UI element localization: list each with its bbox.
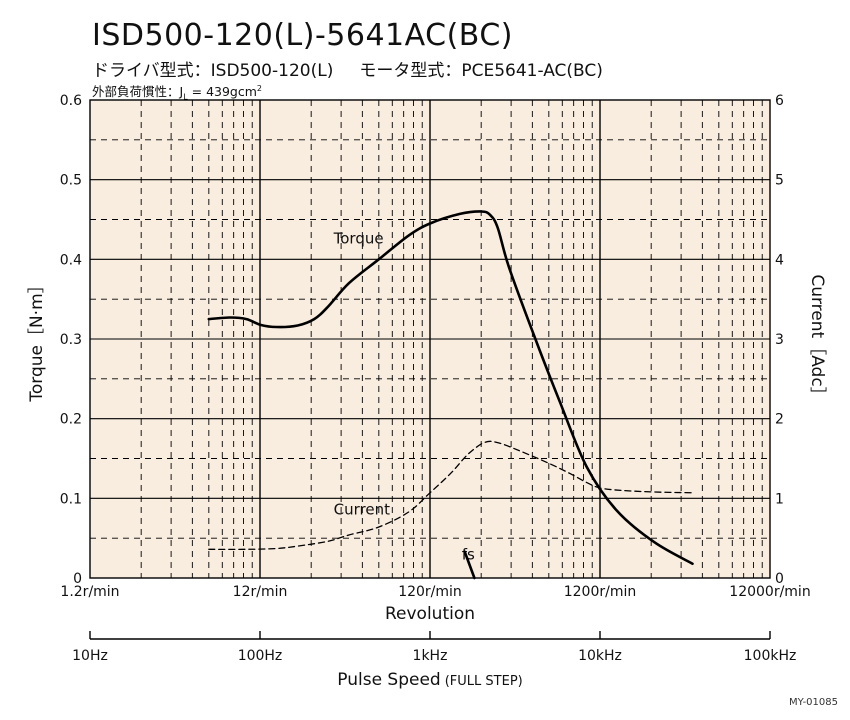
y2-tick-label: 6 (775, 93, 784, 109)
chart-subtitle: ドライバ型式：ISD500-120(L) モータ型式：PCE5641-AC(BC) (92, 56, 603, 81)
y-tick-label: 0.3 (60, 332, 82, 348)
y-tick-label: 0.4 (60, 252, 82, 268)
y-tick-label: 0 (73, 571, 82, 587)
y2-tick-label: 2 (775, 412, 784, 428)
x2-tick-label: 100kHz (744, 648, 797, 664)
grid-lines (90, 100, 770, 578)
annotation-fs: fs (462, 546, 475, 564)
y-tick-label: 0.2 (60, 412, 82, 428)
x-tick-label: 1200r/min (564, 584, 637, 600)
y2-tick-label: 5 (775, 173, 784, 189)
y2-tick-label: 1 (775, 491, 784, 507)
series-line-torque (207, 210, 694, 565)
y2-tick-label: 4 (775, 252, 784, 268)
load-inertia-label: 外部負荷慣性：JL = 439gcm2 (92, 81, 262, 102)
annotation-torque: Torque (333, 229, 384, 247)
x-tick-label: 12000r/min (729, 584, 810, 600)
y-tick-label: 0.5 (60, 173, 82, 189)
x-tick-label: 12r/min (233, 584, 288, 600)
x2-axis-label: Pulse Speed (FULL STEP) (337, 670, 522, 690)
x2-tick-label: 10Hz (72, 648, 108, 664)
driver-model-label: ドライバ型式：ISD500-120(L) (92, 61, 334, 81)
x-tick-label: 120r/min (398, 584, 462, 600)
y-tick-label: 0.6 (60, 93, 82, 109)
fs-marker (463, 550, 476, 580)
load-inertia-text: 外部負荷慣性：J (92, 84, 184, 99)
y-tick-label: 0.1 (60, 491, 82, 507)
y2-tick-label: 3 (775, 332, 784, 348)
x-tick-labels: 1.2r/min 12r/min 120r/min 1200r/min 12000r/m… (60, 584, 810, 600)
y-axis-label: Torque［N·m］ (27, 276, 47, 402)
x2-axis-label-note: (FULL STEP) (445, 674, 523, 689)
x-axis-label: Revolution (385, 604, 475, 624)
y2-axis-label: Current［Adc］ (807, 274, 827, 403)
y-tick-labels: 0 0.1 0.2 0.3 0.4 0.5 0.6 (60, 93, 82, 587)
y2-tick-labels: 0 1 2 3 4 5 6 (775, 93, 784, 587)
x2-tick-label: 100Hz (238, 648, 283, 664)
plot-frame (89, 99, 771, 579)
x2-tick-label: 10kHz (578, 648, 622, 664)
annotations: Torque Current fs (333, 229, 476, 580)
x2-tick-label: 1kHz (413, 648, 448, 664)
load-inertia-superscript: 2 (256, 83, 263, 93)
pulse-speed-axis: 10Hz 100Hz 1kHz 10kHz 100kHz (72, 631, 796, 664)
figure-id: MY-01085 (789, 697, 838, 708)
load-inertia-subscript: L (183, 92, 188, 102)
annotation-current: Current (334, 500, 390, 518)
series-group (207, 210, 694, 565)
y2-tick-label: 0 (775, 571, 784, 587)
chart-title: ISD500-120(L)-5641AC(BC) (92, 18, 513, 53)
motor-model-label: モータ型式：PCE5641-AC(BC) (359, 61, 603, 81)
series-line-current (208, 440, 694, 551)
load-inertia-value: = 439gcm (187, 84, 257, 99)
x-tick-label: 1.2r/min (60, 584, 119, 600)
x2-axis-label-main: Pulse Speed (337, 670, 440, 690)
